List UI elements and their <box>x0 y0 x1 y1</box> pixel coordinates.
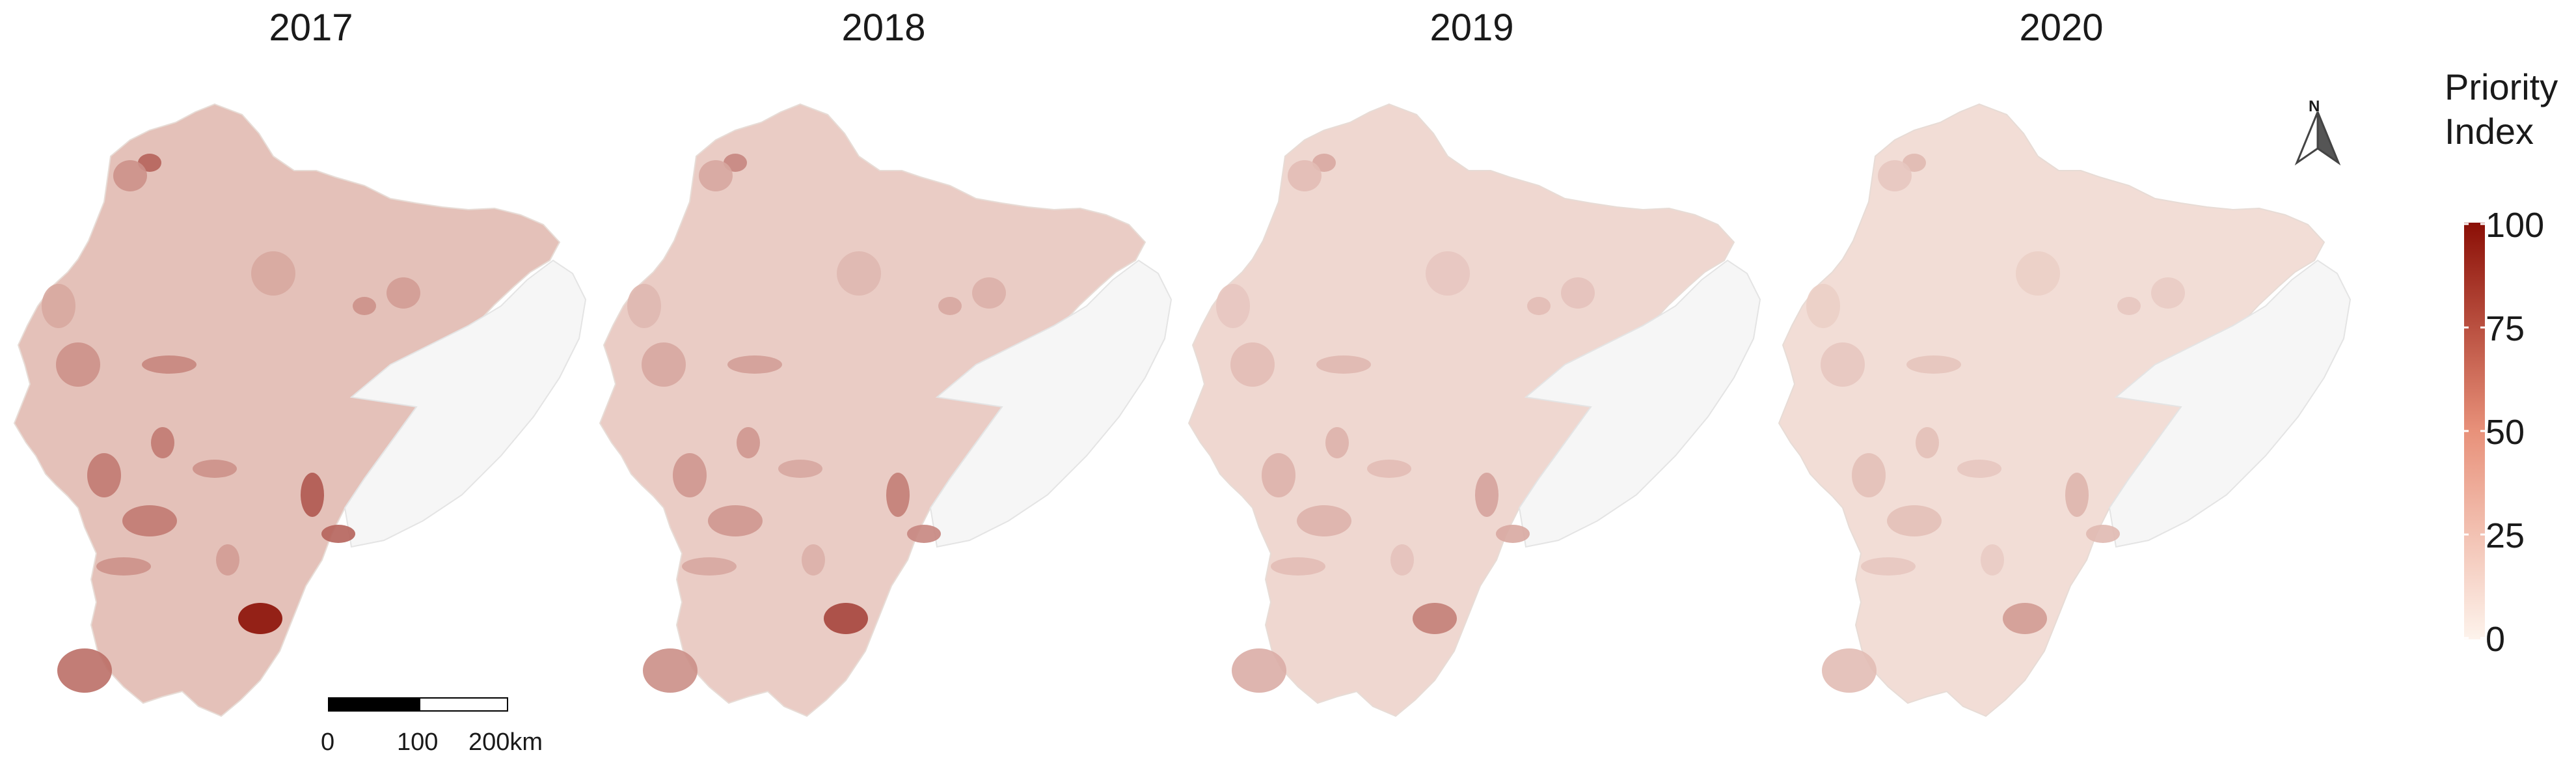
priority-hotspot <box>886 473 910 517</box>
priority-hotspot <box>1413 603 1457 634</box>
priority-hotspot <box>1297 505 1351 536</box>
legend-colorbar <box>2464 223 2485 639</box>
priority-hotspot <box>321 525 355 543</box>
priority-hotspot <box>87 453 121 497</box>
priority-hotspot <box>1957 460 2001 478</box>
map-panel-2020 <box>1778 104 2351 717</box>
priority-hotspot <box>1906 355 1961 374</box>
priority-hotspot <box>2086 525 2120 543</box>
north-arrow-label: N <box>2309 98 2320 115</box>
legend-tick-50: 50 <box>2486 413 2525 452</box>
priority-hotspot <box>2151 277 2185 309</box>
priority-hotspot <box>1822 648 1877 693</box>
priority-hotspot <box>1271 557 1325 576</box>
legend-title: Priority Index <box>2445 65 2558 154</box>
priority-hotspot <box>1288 160 1322 191</box>
priority-hotspot <box>1806 284 1840 328</box>
panel-title-2020: 2020 <box>2019 7 2104 49</box>
priority-hotspot <box>1878 160 1912 191</box>
priority-hotspot <box>1561 277 1595 309</box>
priority-hotspot <box>699 160 733 191</box>
priority-hotspot <box>301 473 324 517</box>
priority-hotspot <box>1496 525 1530 543</box>
scale-bar <box>328 697 508 712</box>
legend-tick-25: 25 <box>2486 516 2525 555</box>
priority-hotspot <box>737 427 760 458</box>
choropleth-panels <box>14 104 2351 717</box>
priority-hotspot <box>238 603 282 634</box>
priority-hotspot <box>113 160 147 191</box>
priority-hotspot <box>251 251 295 296</box>
priority-hotspot <box>193 460 237 478</box>
scale-label-200km: 200km <box>468 729 543 756</box>
priority-hotspot <box>778 460 822 478</box>
priority-hotspot <box>643 648 698 693</box>
panel-title-2017: 2017 <box>269 7 353 49</box>
priority-hotspot <box>1852 453 1886 497</box>
priority-hotspot <box>1426 251 1470 296</box>
priority-hotspot <box>907 525 941 543</box>
priority-hotspot <box>1325 427 1349 458</box>
map-panel-2017 <box>14 104 586 717</box>
priority-hotspot <box>938 297 962 315</box>
priority-hotspot <box>1475 473 1498 517</box>
priority-hotspot <box>1316 355 1371 374</box>
legend-title-line2: Index <box>2445 111 2534 152</box>
priority-hotspot <box>1262 453 1295 497</box>
priority-hotspot <box>727 355 782 374</box>
priority-hotspot <box>122 505 177 536</box>
priority-hotspot <box>627 284 661 328</box>
panel-title-2019: 2019 <box>1430 7 1514 49</box>
priority-hotspot <box>2003 603 2047 634</box>
priority-hotspot <box>1527 297 1551 315</box>
priority-hotspot <box>2065 473 2089 517</box>
priority-hotspot <box>216 544 239 576</box>
priority-hotspot <box>1861 557 1916 576</box>
north-arrow-icon <box>2294 111 2341 166</box>
priority-hotspot <box>673 453 707 497</box>
priority-hotspot <box>682 557 737 576</box>
scale-label-0: 0 <box>321 729 335 756</box>
priority-hotspot <box>2016 251 2060 296</box>
map-panel-2019 <box>1188 104 1761 717</box>
map-panel-2018 <box>599 104 1172 717</box>
legend-tick-75: 75 <box>2486 309 2525 348</box>
panel-title-2018: 2018 <box>841 7 926 49</box>
priority-hotspot <box>57 648 112 693</box>
priority-hotspot <box>1390 544 1414 576</box>
priority-hotspot <box>972 277 1006 309</box>
priority-hotspot <box>1232 648 1286 693</box>
priority-hotspot <box>824 603 868 634</box>
scale-label-100: 100 <box>397 729 439 756</box>
priority-hotspot <box>42 284 75 328</box>
priority-hotspot <box>1821 342 1865 387</box>
priority-hotspot <box>802 544 825 576</box>
legend-title-line1: Priority <box>2445 66 2558 107</box>
priority-hotspot <box>151 427 174 458</box>
priority-hotspot <box>1981 544 2004 576</box>
priority-hotspot <box>1367 460 1411 478</box>
priority-hotspot <box>1887 505 1942 536</box>
priority-hotspot <box>386 277 420 309</box>
priority-hotspot <box>1916 427 1939 458</box>
priority-hotspot <box>1216 284 1250 328</box>
priority-hotspot <box>1230 342 1275 387</box>
legend-tick-0: 0 <box>2486 620 2506 659</box>
priority-hotspot <box>2117 297 2141 315</box>
priority-hotspot <box>642 342 686 387</box>
legend-tick-100: 100 <box>2486 206 2545 245</box>
priority-hotspot <box>96 557 151 576</box>
priority-hotspot <box>353 297 376 315</box>
priority-hotspot <box>56 342 100 387</box>
priority-hotspot <box>708 505 763 536</box>
priority-hotspot <box>142 355 197 374</box>
priority-hotspot <box>837 251 881 296</box>
